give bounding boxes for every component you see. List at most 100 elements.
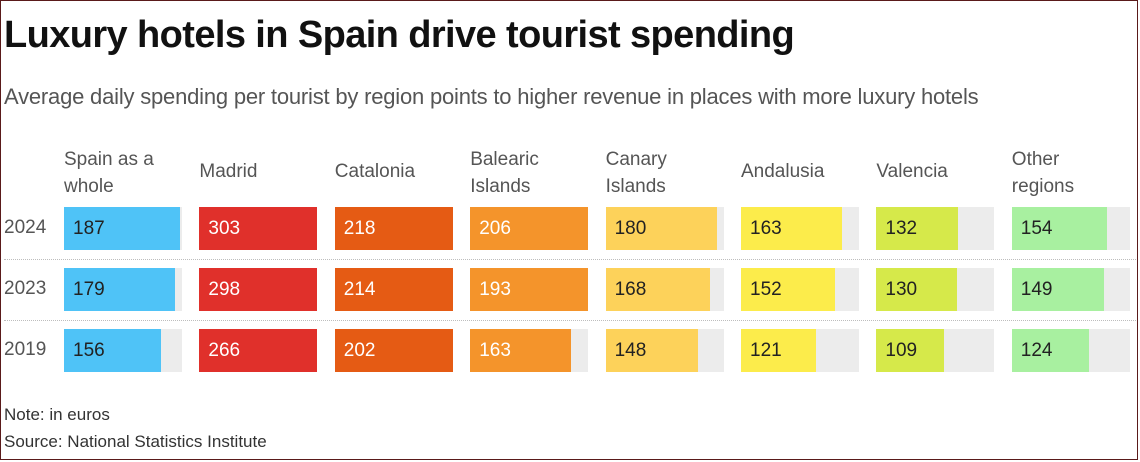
bar-2024-4 xyxy=(605,207,718,250)
bar-value-label: 266 xyxy=(208,340,241,361)
bar-track: 130 xyxy=(876,268,995,311)
bar-track: 187 xyxy=(64,207,182,250)
row-separator xyxy=(4,259,1136,260)
chart-subtitle: Average daily spending per tourist by re… xyxy=(4,84,979,109)
row-year-label: 2019 xyxy=(4,339,47,360)
bar-2024-6 xyxy=(876,207,959,250)
column-header-line: Andalusia xyxy=(741,161,825,182)
column-header-1: Madrid xyxy=(199,158,327,185)
bar-value-label: 168 xyxy=(614,279,647,300)
bar-value-label: 202 xyxy=(343,340,376,361)
bar-2019-5 xyxy=(741,329,817,372)
column-header-line: Canary xyxy=(605,149,667,170)
bar-value-label: 179 xyxy=(73,279,105,300)
column-header-line: Valencia xyxy=(876,161,948,182)
column-header-line: Catalonia xyxy=(334,161,416,182)
bar-value-label: 214 xyxy=(343,279,376,300)
bar-2019-4 xyxy=(605,329,698,372)
bar-2024-5 xyxy=(741,207,843,250)
bar-2023-4 xyxy=(605,268,710,311)
bar-track: 179 xyxy=(64,268,182,311)
bar-2024-1 xyxy=(199,207,318,250)
bar-2023-2 xyxy=(334,268,453,311)
bar-track: 202 xyxy=(334,329,453,372)
bar-2019-0 xyxy=(64,329,161,372)
chart-title: Luxury hotels in Spain drive tourist spe… xyxy=(4,14,795,56)
column-header-line: Other xyxy=(1011,149,1060,170)
bar-2023-5 xyxy=(741,268,836,311)
bar-value-label: 163 xyxy=(750,218,782,239)
bar-value-label: 109 xyxy=(885,340,918,361)
bar-value-label: 187 xyxy=(73,218,105,239)
row-year-label: 2024 xyxy=(4,217,47,238)
column-header-3: Balearic Islands xyxy=(470,146,598,200)
bar-value-label: 163 xyxy=(479,340,511,361)
column-header-4: Canary Islands xyxy=(606,146,734,200)
bar-track: 152 xyxy=(741,268,859,311)
bar-value-label: 124 xyxy=(1020,340,1053,361)
bar-2024-0 xyxy=(64,207,181,250)
bar-value-label: 298 xyxy=(208,279,241,300)
column-header-0: Spain as a whole xyxy=(64,146,192,200)
bar-track: 163 xyxy=(470,329,589,372)
column-header-5: Andalusia xyxy=(741,158,869,185)
bar-value-label: 156 xyxy=(73,340,105,361)
bar-track: 180 xyxy=(605,207,724,250)
bar-track: 132 xyxy=(876,207,995,250)
bar-value-label: 154 xyxy=(1020,218,1053,239)
column-header-2: Catalonia xyxy=(335,158,463,185)
bar-value-label: 152 xyxy=(750,279,782,300)
bar-2024-2 xyxy=(334,207,453,250)
bar-track: 109 xyxy=(876,329,995,372)
note-text: Note: in euros xyxy=(4,405,110,424)
bar-track: 121 xyxy=(741,329,859,372)
column-header-line: Islands xyxy=(605,176,666,197)
column-header-line: Islands xyxy=(470,176,531,197)
bar-track: 206 xyxy=(470,207,589,250)
bar-track: 163 xyxy=(741,207,859,250)
bar-2019-7 xyxy=(1011,329,1089,372)
bar-2019-1 xyxy=(199,329,318,372)
row-year-label: 2023 xyxy=(4,278,47,299)
column-header-line: regions xyxy=(1011,176,1075,197)
bar-2023-1 xyxy=(199,268,318,311)
bar-track: 154 xyxy=(1011,207,1130,250)
column-header-line: Madrid xyxy=(199,161,258,182)
bar-2023-6 xyxy=(876,268,958,311)
column-header-7: Other regions xyxy=(1012,146,1140,200)
bar-2024-3 xyxy=(470,207,589,250)
bar-value-label: 193 xyxy=(479,279,511,300)
bar-2023-7 xyxy=(1011,268,1105,311)
bar-track: 168 xyxy=(605,268,724,311)
bar-value-label: 206 xyxy=(479,218,511,239)
bar-2023-0 xyxy=(64,268,176,311)
bar-2019-2 xyxy=(334,329,453,372)
bar-value-label: 148 xyxy=(614,340,647,361)
bar-2023-3 xyxy=(470,268,589,311)
column-header-line: Spain as a xyxy=(64,149,154,170)
bar-value-label: 121 xyxy=(750,340,782,361)
bar-track: 148 xyxy=(605,329,724,372)
bar-track: 156 xyxy=(64,329,182,372)
column-header-6: Valencia xyxy=(876,158,1004,185)
bar-track: 298 xyxy=(199,268,318,311)
bar-track: 266 xyxy=(199,329,318,372)
bar-value-label: 130 xyxy=(885,279,918,300)
bar-track: 214 xyxy=(334,268,453,311)
bar-value-label: 132 xyxy=(885,218,918,239)
column-header-line: Balearic xyxy=(470,149,539,170)
bar-value-label: 149 xyxy=(1020,279,1053,300)
source-text: Source: National Statistics Institute xyxy=(4,432,267,451)
bar-2019-6 xyxy=(876,329,945,372)
bar-track: 218 xyxy=(334,207,453,250)
bar-2024-7 xyxy=(1011,207,1108,250)
bar-value-label: 218 xyxy=(343,218,376,239)
bar-value-label: 303 xyxy=(208,218,241,239)
bar-value-label: 180 xyxy=(614,218,647,239)
bar-2019-3 xyxy=(470,329,572,372)
bar-track: 303 xyxy=(199,207,318,250)
row-separator xyxy=(4,320,1136,321)
column-header-line: whole xyxy=(64,176,114,197)
bar-track: 193 xyxy=(470,268,589,311)
